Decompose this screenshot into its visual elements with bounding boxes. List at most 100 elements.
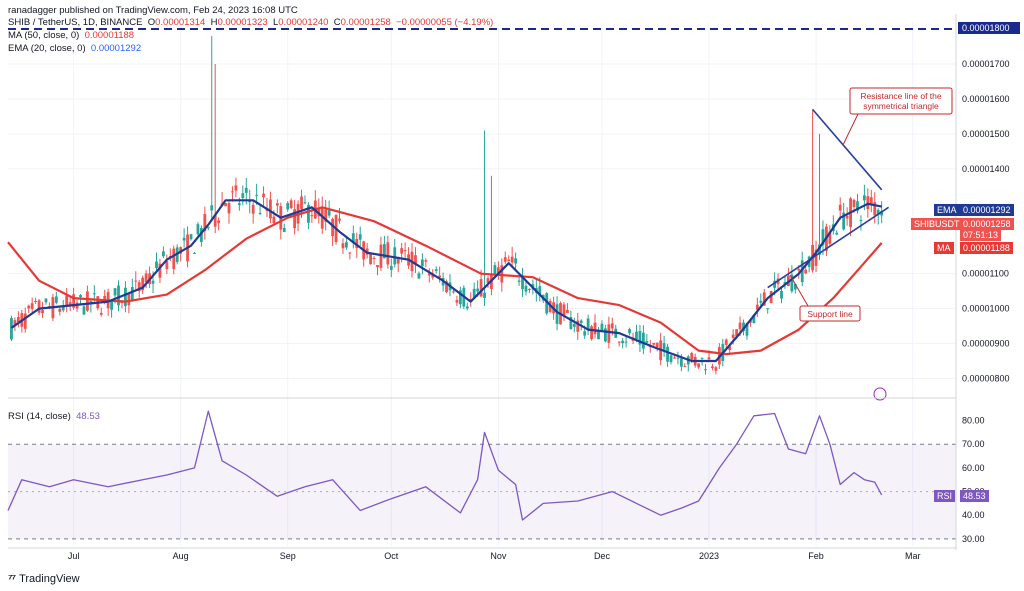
candle-body — [859, 219, 863, 221]
close-label: C — [333, 17, 341, 28]
candle-body — [755, 304, 759, 310]
axes: USDT0.000017000.000016000.000015000.0000… — [8, 14, 1020, 561]
publisher-line: ranadagger published on TradingView.com,… — [8, 5, 298, 16]
candle-body — [821, 229, 825, 246]
close-value: 0.00001258 — [340, 17, 391, 28]
candle-body — [600, 323, 604, 331]
candle-body — [583, 331, 587, 336]
candle-body — [137, 282, 141, 292]
candle-body — [814, 249, 818, 266]
candle-body — [510, 256, 514, 263]
candle-body — [773, 280, 777, 288]
candles — [10, 35, 884, 375]
candle-body — [617, 341, 621, 343]
time-tick-label: 2023 — [699, 551, 719, 561]
candle-body — [621, 340, 625, 344]
price-tick-label: 0.00000900 — [962, 339, 1010, 349]
candle-body — [293, 209, 297, 229]
level-tag-label: 0.00001800 — [962, 23, 1010, 33]
candle-body — [714, 367, 718, 371]
level-tag-bg — [958, 21, 1020, 34]
rsi-tick-label: 80.00 — [962, 416, 985, 426]
candle-body — [438, 275, 442, 278]
price-tick-label: 0.00001400 — [962, 164, 1010, 174]
candle-body — [700, 357, 704, 359]
low-value: 0.00001240 — [278, 17, 329, 28]
ma-legend[interactable]: MA (50, close, 0) 0.00001188 — [8, 30, 134, 41]
candle-body — [386, 242, 390, 265]
ema-value: 0.00001292 — [90, 43, 142, 54]
candle-body — [275, 203, 279, 206]
ma-label: MA (50, close, 0) — [8, 30, 80, 41]
candle-body — [828, 231, 832, 244]
candle-body — [493, 265, 497, 275]
resistance-annotation-line2: symmetrical triangle — [863, 101, 939, 111]
ema-legend[interactable]: EMA (20, close, 0) 0.00001292 — [8, 43, 141, 54]
resistance-annotation-box — [849, 87, 953, 115]
candle-body — [845, 215, 849, 219]
rsi-legend[interactable]: RSI (14, close) 48.53 — [8, 411, 100, 422]
candle-body — [16, 317, 20, 323]
ema-tag: EMA — [934, 204, 960, 216]
candle-body — [835, 232, 839, 235]
open-label: O — [147, 17, 156, 28]
change-value: −0.00000055 (−4.19%) — [396, 17, 494, 28]
candle-body — [645, 341, 649, 343]
candle-body — [189, 234, 193, 240]
candle-body — [127, 293, 131, 306]
rsi-value: 48.53 — [76, 411, 100, 422]
candle-body — [458, 290, 462, 305]
candle-body — [479, 279, 483, 297]
candle-body — [99, 312, 103, 315]
candle-body — [92, 293, 96, 295]
candle-body — [662, 343, 666, 350]
candle-body — [472, 288, 476, 299]
candle-body — [414, 255, 417, 265]
symbol-name[interactable]: SHIB / TetherUS, 1D, BINANCE — [8, 17, 143, 28]
candle-body — [307, 204, 310, 223]
candle-body — [34, 301, 38, 303]
candle-body — [790, 274, 794, 292]
resistance-annotation-pointer — [842, 113, 859, 146]
candle-body — [880, 210, 884, 216]
ema-20-line — [10, 199, 882, 363]
price-tick-label: 0.00001600 — [962, 94, 1010, 104]
candle-body — [130, 287, 134, 302]
brand-name: TradingView — [19, 573, 80, 585]
candle-body — [731, 334, 735, 338]
time-tick-label: Nov — [490, 551, 507, 561]
candle-body — [227, 203, 231, 214]
candle-body — [345, 242, 348, 248]
candle-body — [269, 199, 272, 219]
candle-body — [628, 329, 631, 334]
candle-body — [358, 234, 362, 240]
candle-body — [351, 233, 355, 244]
rsi-label: RSI (14, close) — [8, 411, 71, 422]
candle-body — [724, 339, 728, 345]
candle-body — [113, 288, 117, 296]
candle-body — [158, 263, 162, 278]
candle-body — [562, 304, 566, 317]
tradingview-logo-icon: ⁷⁷ — [8, 573, 16, 585]
candle-body — [455, 300, 459, 303]
tradingview-brand[interactable]: ⁷⁷ TradingView — [8, 573, 80, 585]
lightning-icon — [873, 387, 887, 401]
price-tick-label: 0.00000800 — [962, 374, 1010, 384]
candle-body — [797, 268, 801, 271]
candle-body — [206, 227, 210, 229]
candle-body — [545, 293, 549, 314]
price-tick-label: 0.00001500 — [962, 129, 1010, 139]
candle-body — [248, 200, 252, 203]
candle-body — [597, 331, 600, 340]
candle-body — [213, 214, 217, 227]
candle-body — [555, 304, 559, 324]
support-annotation-box — [799, 305, 861, 322]
candle-body — [331, 218, 334, 237]
symbol-tag: SHIBUSDT — [911, 218, 963, 230]
ema-label: EMA (20, close, 0) — [8, 43, 86, 54]
time-tick-label: Mar — [905, 551, 921, 561]
candle-body — [452, 291, 455, 293]
candle-body — [707, 357, 711, 360]
candle-body — [624, 341, 628, 343]
